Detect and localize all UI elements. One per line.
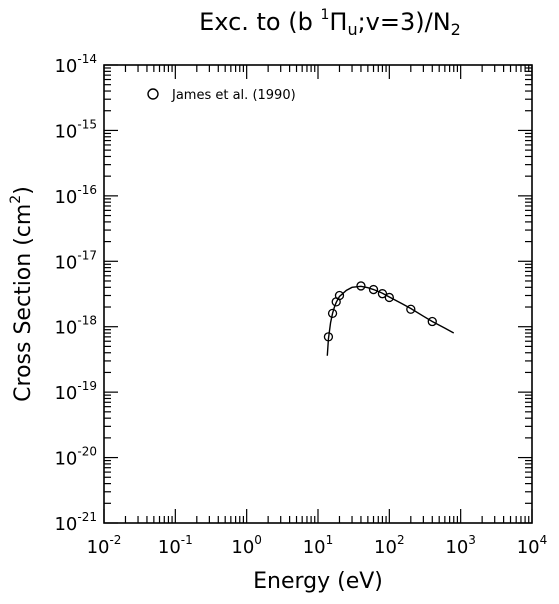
data-layer: [323, 281, 455, 356]
y-tick-label: 10-18: [54, 314, 97, 339]
x-tick-label: 103: [445, 533, 476, 558]
y-tick-label: 10-15: [54, 117, 97, 142]
plot-frame: [103, 64, 533, 524]
chart-title: Exc. to (b 1Πu;v=3)/N2: [199, 7, 461, 39]
data-point: [427, 316, 437, 327]
y-tick-label: 10-17: [54, 248, 97, 273]
data-point: [323, 332, 334, 342]
data-point: [327, 308, 338, 319]
data-point: [377, 289, 388, 299]
y-axis-label: Cross Section (cm2): [8, 186, 36, 402]
y-tick-label: 10-21: [54, 510, 97, 535]
fit-curve-line: [326, 285, 455, 356]
y-tick-label: 10-19: [54, 379, 97, 404]
data-point: [406, 304, 416, 314]
y-tick-label: 10-14: [54, 52, 97, 77]
x-tick-label: 100: [231, 533, 262, 558]
tick-labels: 10-2 10-1 100 101 102 103 104 10-14 10-15 10-16 10…: [54, 52, 547, 558]
legend-marker-open-circle: [147, 88, 159, 100]
x-tick-label: 10-1: [158, 533, 193, 558]
x-tick-label: 101: [303, 533, 334, 558]
data-point: [384, 292, 394, 303]
y-tick-label: 10-16: [54, 183, 97, 208]
x-axis-label: Energy (eV): [253, 569, 383, 594]
legend: James et al. (1990): [147, 88, 296, 103]
data-point: [368, 284, 379, 295]
legend-label: James et al. (1990): [171, 88, 296, 103]
data-point: [334, 290, 345, 301]
x-tick-label: 104: [517, 533, 548, 558]
x-tick-label: 102: [374, 533, 405, 558]
y-tick-label: 10-20: [54, 445, 97, 470]
axis-ticks: [103, 64, 533, 524]
x-tick-label: 10-2: [87, 533, 122, 558]
data-point: [356, 281, 366, 291]
